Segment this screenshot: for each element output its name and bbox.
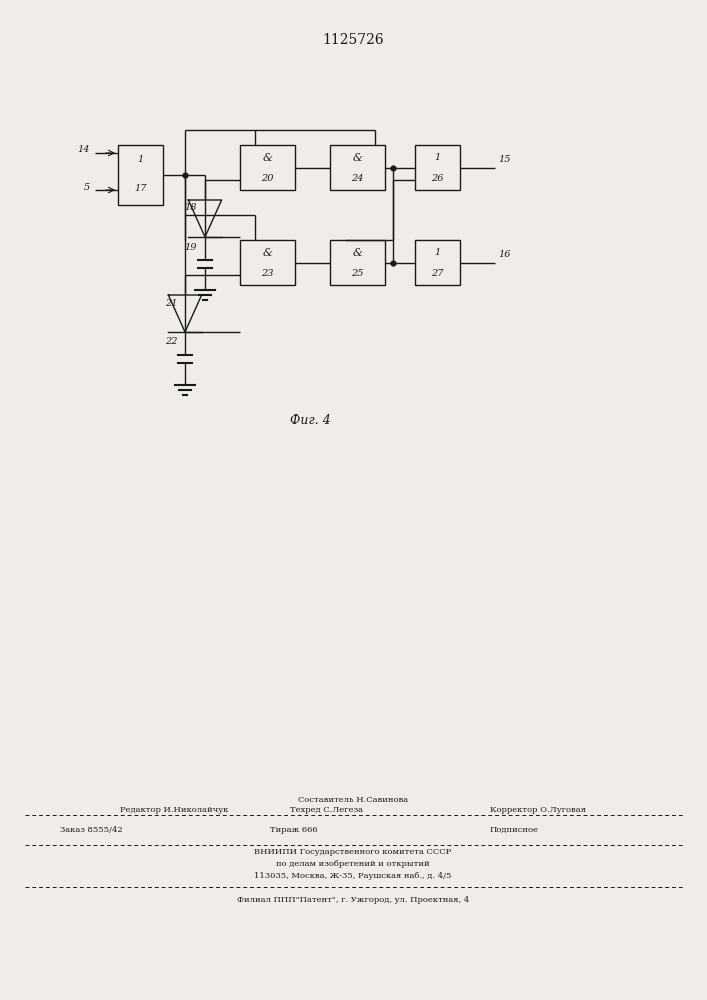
Text: 18: 18 xyxy=(185,204,197,213)
Bar xyxy=(415,240,460,285)
Text: 24: 24 xyxy=(351,174,363,183)
Text: 15: 15 xyxy=(498,155,510,164)
Text: Корректор О.Луговая: Корректор О.Луговая xyxy=(490,806,586,814)
Bar xyxy=(118,145,163,205)
Text: &: & xyxy=(353,153,363,163)
Text: 25: 25 xyxy=(351,269,363,278)
Bar xyxy=(415,145,460,190)
Text: Подписное: Подписное xyxy=(490,826,539,834)
Text: по делам изобретений и открытий: по делам изобретений и открытий xyxy=(276,860,430,868)
Bar xyxy=(330,145,385,190)
Text: 16: 16 xyxy=(498,250,510,259)
Bar xyxy=(240,145,295,190)
Text: 1: 1 xyxy=(434,153,440,162)
Text: Фиг. 4: Фиг. 4 xyxy=(290,414,330,426)
Text: 21: 21 xyxy=(165,298,177,308)
Text: ВНИИПИ Государственного комитета СССР: ВНИИПИ Государственного комитета СССР xyxy=(255,848,452,856)
Text: 1125726: 1125726 xyxy=(322,33,384,47)
Text: Филиал ППП"Патент", г. Ужгород, ул. Проектная, 4: Филиал ППП"Патент", г. Ужгород, ул. Прое… xyxy=(237,896,469,904)
Text: 1: 1 xyxy=(434,248,440,257)
Text: 23: 23 xyxy=(262,269,274,278)
Text: 17: 17 xyxy=(134,184,147,193)
Text: &: & xyxy=(353,248,363,258)
Text: &: & xyxy=(262,248,272,258)
Text: Заказ 8555/42: Заказ 8555/42 xyxy=(60,826,122,834)
Text: 19: 19 xyxy=(185,242,197,251)
Bar xyxy=(240,240,295,285)
Text: &: & xyxy=(262,153,272,163)
Text: 20: 20 xyxy=(262,174,274,183)
Text: 5: 5 xyxy=(83,182,90,192)
Text: Редактор И.Николайчук: Редактор И.Николайчук xyxy=(120,806,228,814)
Text: Тираж 666: Тираж 666 xyxy=(270,826,317,834)
Text: Техред С.Легеза: Техред С.Легеза xyxy=(290,806,363,814)
Text: 113035, Москва, Ж-35, Раушская наб., д. 4/5: 113035, Москва, Ж-35, Раушская наб., д. … xyxy=(255,872,452,880)
Text: 14: 14 xyxy=(78,145,90,154)
Text: 22: 22 xyxy=(165,338,177,347)
Text: 26: 26 xyxy=(431,174,444,183)
Text: Составитель Н.Савинова: Составитель Н.Савинова xyxy=(298,796,408,804)
Text: 27: 27 xyxy=(431,269,444,278)
Text: 1: 1 xyxy=(137,155,144,164)
Bar xyxy=(330,240,385,285)
